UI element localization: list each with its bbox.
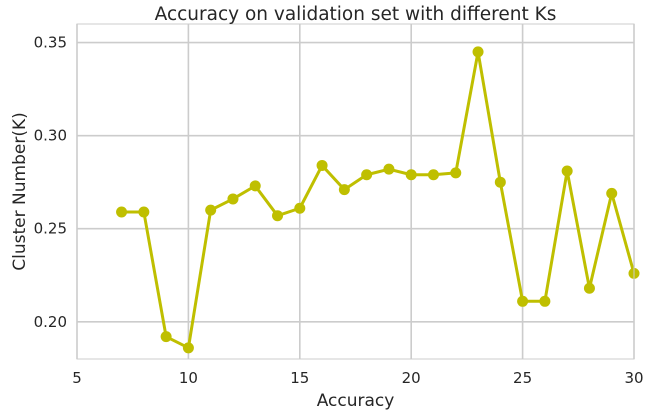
data-point	[583, 282, 595, 294]
data-point	[472, 46, 484, 58]
data-point	[539, 295, 551, 307]
data-point	[160, 331, 172, 343]
data-point	[182, 342, 194, 354]
x-tick-label: 15	[290, 369, 309, 387]
data-point	[606, 187, 618, 199]
chart-title: Accuracy on validation set with differen…	[155, 4, 557, 25]
y-tick-label: 0.30	[34, 127, 67, 145]
data-point	[361, 169, 373, 181]
data-point	[517, 295, 529, 307]
data-point	[427, 169, 439, 181]
data-point	[383, 163, 395, 175]
series-layer	[116, 46, 640, 354]
data-point	[294, 202, 306, 214]
x-tick-label: 20	[402, 369, 421, 387]
data-point	[316, 159, 328, 171]
x-tick-label: 25	[513, 369, 532, 387]
x-tick-label: 10	[179, 369, 198, 387]
x-tick-label: 30	[624, 369, 643, 387]
y-axis-label: Cluster Number(K)	[10, 112, 30, 270]
data-point	[227, 193, 239, 205]
data-point	[405, 169, 417, 181]
y-tick-label: 0.35	[34, 34, 67, 52]
data-point	[205, 204, 217, 216]
data-point	[494, 176, 506, 188]
x-axis-label: Accuracy	[317, 391, 395, 411]
data-point	[450, 167, 462, 179]
data-point	[138, 206, 150, 218]
data-point	[272, 210, 284, 222]
plot-frame	[76, 23, 635, 360]
data-point	[249, 180, 261, 192]
x-tick-label: 5	[72, 369, 82, 387]
data-point	[338, 184, 350, 196]
series-line	[121, 50, 636, 350]
data-point	[561, 165, 573, 177]
y-tick-labels: 0.20 0.25 0.30 0.35	[34, 34, 67, 331]
data-point	[116, 206, 128, 218]
y-tick-label: 0.20	[34, 313, 67, 331]
x-tick-labels: 5 10 15 20 25 30	[72, 369, 643, 387]
y-tick-label: 0.25	[34, 220, 67, 238]
